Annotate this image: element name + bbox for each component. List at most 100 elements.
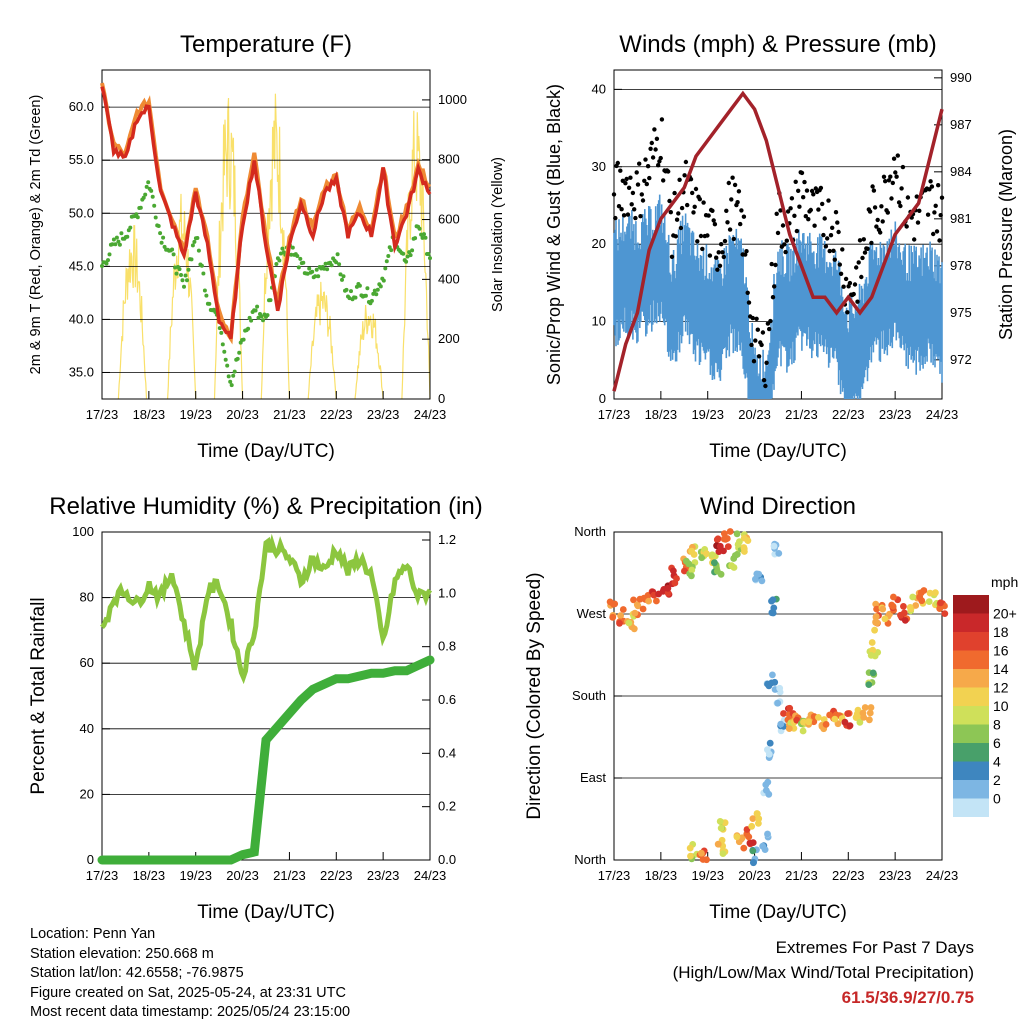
wind-gust-point bbox=[865, 246, 870, 251]
temperature-panel-xtick-label: 22/23 bbox=[320, 407, 353, 422]
wind-direction-point bbox=[611, 600, 619, 608]
dewpoint-point bbox=[111, 237, 116, 242]
wind-gust-point bbox=[642, 178, 647, 183]
humidity-panel-xtick-label: 22/23 bbox=[320, 868, 353, 883]
wind-direction-point bbox=[769, 596, 777, 604]
wind-gust-point bbox=[645, 164, 651, 169]
wind-direction-point bbox=[753, 810, 761, 817]
created-text: Figure created on Sat, 2025-05-24, at 23… bbox=[30, 984, 346, 1001]
wind-gust-point bbox=[827, 248, 832, 254]
wind-gust-point bbox=[841, 284, 846, 289]
wind-direction-point bbox=[853, 710, 861, 718]
wind-gust-point bbox=[788, 206, 793, 211]
wind-direction-point bbox=[733, 530, 741, 538]
dewpoint-point bbox=[268, 298, 273, 303]
wind-gust-point bbox=[637, 161, 642, 166]
wind-gust-point bbox=[756, 354, 762, 359]
humidity-panel-ytick-label: 0 bbox=[87, 852, 94, 867]
dewpoint-point bbox=[347, 296, 352, 301]
dewpoint-point bbox=[353, 295, 358, 300]
direction-panel-title: Wind Direction bbox=[700, 493, 856, 520]
wind-gust-point bbox=[774, 211, 779, 216]
dewpoint-point bbox=[195, 236, 200, 240]
wind-direction-point bbox=[868, 639, 876, 646]
winds-panel-xtick-label: 19/23 bbox=[691, 407, 724, 422]
wind-gust-point bbox=[835, 220, 840, 225]
wind-gust-point bbox=[626, 185, 632, 190]
wind-direction-point bbox=[867, 704, 875, 711]
wind-direction-point bbox=[645, 597, 652, 605]
wind-gust-point bbox=[912, 237, 917, 242]
wind-direction-point bbox=[748, 822, 756, 830]
temperature-panel-ytick-label-right: 600 bbox=[438, 212, 460, 227]
wind-gust-point bbox=[743, 252, 748, 257]
dewpoint-point bbox=[171, 252, 176, 257]
wind-gust-point bbox=[904, 224, 909, 229]
wind-direction-point bbox=[774, 699, 782, 707]
wind-gust-point bbox=[821, 232, 826, 238]
humidity-panel-ytick-label-right: 0.0 bbox=[438, 852, 456, 867]
wind-direction-point bbox=[906, 604, 914, 611]
direction-panel-xtick-label: 20/23 bbox=[738, 868, 771, 883]
wind-gust-point bbox=[726, 180, 731, 186]
wind-gust-point bbox=[875, 217, 880, 223]
wind-gust-point bbox=[828, 233, 834, 238]
humidity-panel-xtick-label: 23/23 bbox=[367, 868, 400, 883]
wind-direction-point bbox=[866, 709, 874, 717]
wind-gust-point bbox=[674, 217, 680, 222]
dewpoint-point bbox=[423, 235, 428, 240]
dewpoint-point bbox=[116, 239, 121, 244]
elevation-text: Station elevation: 250.668 m bbox=[30, 945, 214, 962]
wind-gust-point bbox=[802, 179, 807, 185]
wind-gust-point bbox=[721, 254, 726, 260]
wind-gust-point bbox=[859, 274, 864, 280]
dewpoint-point bbox=[156, 224, 161, 228]
dewpoint-point bbox=[329, 263, 334, 268]
wind-direction-point bbox=[740, 545, 748, 553]
wind-gust-point bbox=[803, 214, 808, 219]
wind-gust-point bbox=[878, 230, 883, 235]
legend-swatch bbox=[953, 595, 989, 614]
wind-direction-point bbox=[703, 550, 710, 558]
wind-direction-point bbox=[728, 562, 735, 570]
wind-gust-point bbox=[861, 237, 866, 242]
wind-gust-point bbox=[676, 211, 681, 216]
wind-gust-point bbox=[729, 197, 734, 202]
humidity-panel-xtick-label: 24/23 bbox=[414, 868, 447, 883]
wind-gust-point bbox=[931, 231, 936, 237]
wind-gust-point bbox=[792, 213, 797, 218]
humidity-panel-xtick-label: 18/23 bbox=[133, 868, 166, 883]
location-text: Location: Penn Yan bbox=[30, 926, 156, 942]
extremes-title: Extremes For Past 7 Days bbox=[775, 938, 974, 957]
wind-direction-point bbox=[749, 839, 757, 846]
dewpoint-point bbox=[301, 260, 306, 265]
wind-gust-point bbox=[736, 189, 742, 194]
wind-gust-point bbox=[888, 174, 893, 179]
direction-panel-xtick-label: 21/23 bbox=[785, 868, 818, 883]
dewpoint-point bbox=[152, 203, 157, 208]
wind-gust-point bbox=[820, 201, 825, 207]
wind-gust-point bbox=[738, 221, 743, 227]
wind-gust-point bbox=[847, 280, 853, 286]
temperature-panel-xtick-label: 23/23 bbox=[367, 407, 400, 422]
wind-gust-point bbox=[812, 223, 817, 228]
wind-gust-point bbox=[615, 160, 620, 166]
dewpoint-point bbox=[384, 259, 389, 264]
wind-gust-point bbox=[654, 136, 660, 141]
wind-direction-point bbox=[764, 778, 772, 786]
winds-panel-xlabel: Time (Day/UTC) bbox=[709, 441, 847, 462]
humidity-panel-xlabel: Time (Day/UTC) bbox=[197, 902, 335, 923]
wind-gust-point bbox=[679, 205, 685, 211]
legend-label: 12 bbox=[993, 680, 1009, 696]
wind-gust-point bbox=[632, 207, 637, 212]
wind-gust-point bbox=[693, 186, 699, 192]
wind-gust-point bbox=[668, 210, 673, 215]
temperature-panel-ytick-label: 45.0 bbox=[69, 258, 94, 273]
wind-direction-point bbox=[703, 856, 710, 864]
humidity-panel-ylabel-left: Percent & Total Rainfall bbox=[28, 597, 49, 794]
wind-gust-point bbox=[616, 204, 622, 209]
wind-gust-point bbox=[712, 222, 718, 227]
wind-gust-point bbox=[899, 186, 904, 191]
wind-gust-point bbox=[678, 225, 684, 231]
temperature-panel-ytick-label-right: 1000 bbox=[438, 92, 467, 107]
